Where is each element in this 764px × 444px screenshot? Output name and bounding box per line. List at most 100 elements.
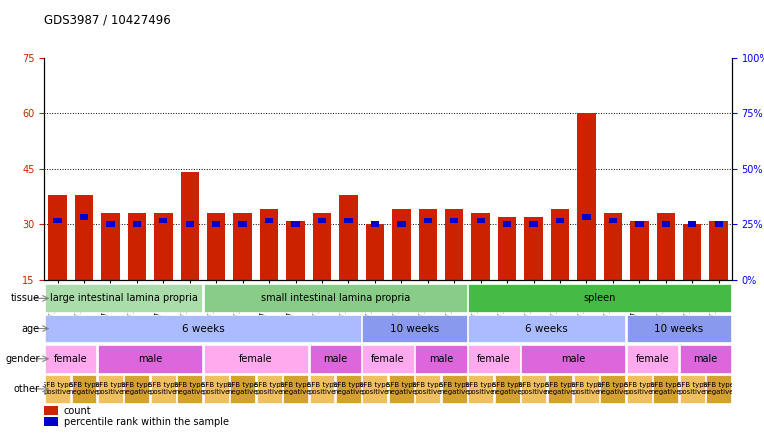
Bar bbox=[392, 210, 410, 280]
Text: SFB type
negative: SFB type negative bbox=[386, 382, 417, 396]
Text: male: male bbox=[138, 354, 162, 364]
Bar bbox=[578, 113, 596, 280]
Bar bbox=[45, 315, 361, 342]
Bar bbox=[177, 375, 202, 403]
Bar bbox=[336, 375, 361, 403]
Bar bbox=[714, 222, 723, 227]
Text: female: female bbox=[636, 354, 669, 364]
Bar bbox=[442, 375, 467, 403]
Bar bbox=[204, 285, 467, 312]
Text: small intestinal lamina propria: small intestinal lamina propria bbox=[261, 293, 410, 303]
Text: SFB type
negative: SFB type negative bbox=[545, 382, 575, 396]
Bar bbox=[609, 218, 617, 223]
Bar bbox=[389, 375, 414, 403]
Bar bbox=[397, 222, 406, 227]
Bar bbox=[186, 222, 194, 227]
Text: SFB type
negative: SFB type negative bbox=[121, 382, 152, 396]
Text: female: female bbox=[477, 354, 510, 364]
Bar bbox=[680, 375, 704, 403]
Bar bbox=[710, 221, 728, 280]
Bar bbox=[551, 210, 569, 280]
Bar bbox=[204, 375, 228, 403]
Bar bbox=[309, 375, 335, 403]
Text: SFB type
positive: SFB type positive bbox=[306, 382, 338, 396]
Text: SFB type
negative: SFB type negative bbox=[439, 382, 470, 396]
Bar bbox=[362, 315, 467, 342]
Bar bbox=[503, 222, 511, 227]
Bar bbox=[683, 224, 701, 280]
Bar bbox=[291, 222, 299, 227]
Bar bbox=[627, 375, 652, 403]
Bar bbox=[468, 315, 626, 342]
Bar bbox=[601, 375, 626, 403]
Text: SFB type
negative: SFB type negative bbox=[333, 382, 364, 396]
Text: SFB type
negative: SFB type negative bbox=[280, 382, 311, 396]
Bar bbox=[260, 210, 278, 280]
Text: large intestinal lamina propria: large intestinal lamina propria bbox=[50, 293, 198, 303]
Text: SFB type
positive: SFB type positive bbox=[254, 382, 284, 396]
Text: SFB type
positive: SFB type positive bbox=[413, 382, 443, 396]
Bar bbox=[495, 375, 520, 403]
Bar bbox=[477, 218, 485, 223]
Bar bbox=[450, 218, 458, 223]
Bar bbox=[44, 417, 58, 426]
Text: SFB type
negative: SFB type negative bbox=[492, 382, 523, 396]
Bar bbox=[556, 218, 564, 223]
Text: SFB type
negative: SFB type negative bbox=[703, 382, 734, 396]
Bar bbox=[362, 375, 387, 403]
Bar bbox=[574, 375, 599, 403]
Bar bbox=[180, 172, 199, 280]
Bar bbox=[529, 222, 538, 227]
Text: SFB type
positive: SFB type positive bbox=[518, 382, 549, 396]
Bar bbox=[362, 345, 414, 373]
Bar bbox=[98, 345, 202, 373]
Text: male: male bbox=[561, 354, 585, 364]
Bar bbox=[419, 210, 437, 280]
Bar bbox=[45, 285, 202, 312]
Bar bbox=[309, 345, 361, 373]
Text: SFB type
negative: SFB type negative bbox=[597, 382, 628, 396]
Text: SFB type
positive: SFB type positive bbox=[677, 382, 707, 396]
Bar bbox=[72, 375, 96, 403]
Bar bbox=[635, 222, 643, 227]
Text: SFB type
negative: SFB type negative bbox=[650, 382, 681, 396]
Text: female: female bbox=[371, 354, 405, 364]
Bar bbox=[106, 222, 115, 227]
Bar bbox=[318, 218, 326, 223]
Text: SFB type
positive: SFB type positive bbox=[359, 382, 390, 396]
Bar bbox=[207, 213, 225, 280]
Bar bbox=[230, 375, 255, 403]
Bar bbox=[238, 222, 247, 227]
Text: male: male bbox=[429, 354, 453, 364]
Bar bbox=[257, 375, 281, 403]
Bar bbox=[445, 210, 464, 280]
Text: female: female bbox=[54, 354, 88, 364]
Bar bbox=[101, 213, 120, 280]
Text: 6 weeks: 6 weeks bbox=[526, 324, 568, 333]
Text: SFB type
positive: SFB type positive bbox=[95, 382, 126, 396]
Text: SFB type
negative: SFB type negative bbox=[174, 382, 206, 396]
Bar bbox=[471, 213, 490, 280]
Text: SFB type
negative: SFB type negative bbox=[69, 382, 99, 396]
Text: male: male bbox=[323, 354, 348, 364]
Bar bbox=[656, 213, 675, 280]
Bar bbox=[468, 285, 731, 312]
Bar bbox=[604, 213, 622, 280]
Bar bbox=[125, 375, 149, 403]
Bar bbox=[151, 375, 176, 403]
Bar bbox=[53, 218, 62, 223]
Text: tissue: tissue bbox=[11, 293, 40, 303]
Bar bbox=[423, 218, 432, 223]
Bar bbox=[159, 218, 167, 223]
Text: spleen: spleen bbox=[584, 293, 616, 303]
Text: other: other bbox=[14, 384, 40, 394]
Bar bbox=[48, 194, 66, 280]
Bar bbox=[524, 217, 542, 280]
Text: SFB type
positive: SFB type positive bbox=[624, 382, 655, 396]
Text: 10 weeks: 10 weeks bbox=[390, 324, 439, 333]
Text: GDS3987 / 10427496: GDS3987 / 10427496 bbox=[44, 13, 171, 26]
Bar bbox=[345, 218, 353, 223]
Text: SFB type
positive: SFB type positive bbox=[148, 382, 179, 396]
Bar bbox=[339, 194, 358, 280]
Bar bbox=[548, 375, 572, 403]
